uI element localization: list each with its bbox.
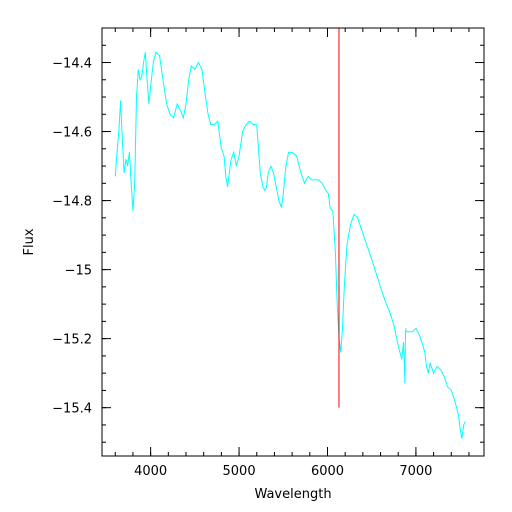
y-tick-label: −15.2 [52,333,92,348]
y-tick-label: −14.8 [52,195,92,210]
spectrum-series-line [114,51,466,439]
plot-frame [101,27,485,457]
y-tick-label: −14.4 [52,57,92,72]
x-tick-label: 6000 [311,464,344,479]
y-tick-labels: −14.4 −14.6 −14.8 −15 −15.2 −15.4 [52,57,92,417]
x-tick-labels: 4000 5000 6000 7000 [134,464,432,479]
minor-ticks [102,27,484,456]
major-ticks [102,28,484,456]
y-axis-title: Flux [22,228,37,255]
y-tick-label: −15.4 [52,402,92,417]
x-tick-label: 5000 [223,464,256,479]
x-axis-title: Wavelength [254,487,331,502]
x-tick-label: 7000 [399,464,432,479]
y-tick-label: −15 [65,264,92,279]
x-tick-label: 4000 [134,464,167,479]
y-tick-label: −14.6 [52,126,92,141]
